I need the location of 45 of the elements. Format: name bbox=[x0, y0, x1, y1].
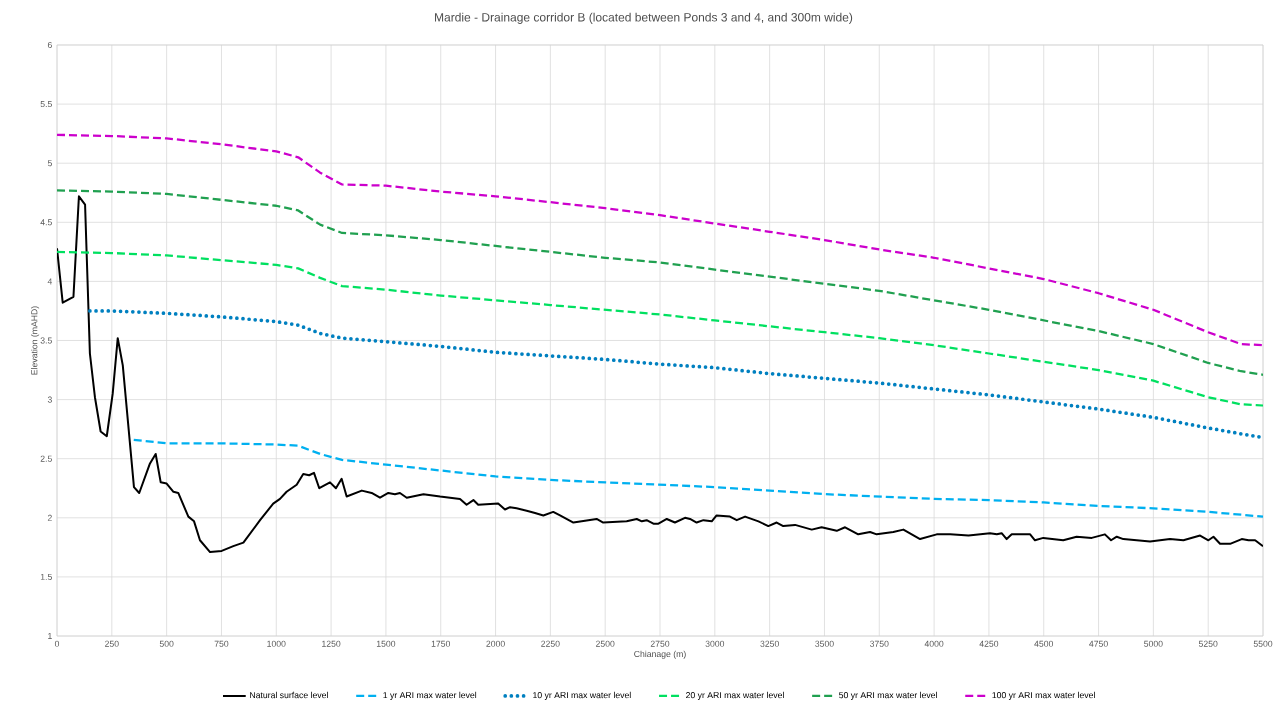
line-series bbox=[57, 195, 1264, 554]
x-tick-label: 4000 bbox=[924, 640, 944, 647]
y-axis-title: Elevation (mAHD) bbox=[31, 306, 40, 375]
y-tick-label: 1 bbox=[48, 633, 52, 639]
legend-label: 1 yr ARI max water level bbox=[383, 691, 477, 700]
x-tick-label: 4250 bbox=[979, 640, 999, 647]
legend-label: 100 yr ARI max water level bbox=[992, 691, 1095, 700]
legend-label: 20 yr ARI max water level bbox=[686, 691, 784, 700]
x-tick-label: 2250 bbox=[541, 640, 560, 647]
x-tick-label: 3250 bbox=[760, 640, 779, 647]
x-tick-label: 0 bbox=[54, 640, 60, 647]
x-tick-label: 2750 bbox=[650, 640, 670, 647]
y-tick-label: 4.5 bbox=[40, 219, 52, 226]
x-tick-label: 5250 bbox=[1198, 640, 1218, 647]
y-tick-label: 3.5 bbox=[40, 337, 52, 344]
x-tick-label: 3750 bbox=[869, 640, 889, 647]
x-tick-label: 5000 bbox=[1144, 640, 1163, 647]
x-tick-label: 3500 bbox=[815, 640, 834, 647]
x-tick-label: 4500 bbox=[1034, 640, 1054, 647]
y-tick-label: 3 bbox=[47, 396, 52, 403]
x-tick-label: 1750 bbox=[431, 640, 451, 647]
x-tick-label: 1250 bbox=[322, 640, 341, 647]
line-series bbox=[88, 309, 1264, 440]
y-tick-label: 2 bbox=[47, 514, 52, 521]
y-tick-label: 1.5 bbox=[40, 573, 52, 580]
legend-label: 10 yr ARI max water level bbox=[533, 691, 631, 700]
x-tick-label: 2000 bbox=[486, 640, 505, 647]
y-tick-label: 4 bbox=[47, 278, 53, 285]
y-tick-label: 5 bbox=[47, 160, 52, 167]
x-axis-title: Chianage (m) bbox=[634, 650, 686, 659]
legend-label: 50 yr ARI max water level bbox=[839, 691, 937, 700]
x-tick-label: 4750 bbox=[1089, 640, 1108, 647]
x-tick-label: 5500 bbox=[1253, 640, 1273, 647]
x-tick-label: 250 bbox=[105, 640, 119, 647]
x-tick-label: 2500 bbox=[595, 640, 615, 647]
legend-label: Natural surface level bbox=[250, 691, 328, 699]
y-tick-label: 2.5 bbox=[40, 455, 52, 462]
x-tick-label: 500 bbox=[159, 640, 174, 647]
y-tick-label: 5.5 bbox=[40, 101, 52, 108]
x-tick-label: 1500 bbox=[376, 640, 396, 647]
x-tick-label: 750 bbox=[214, 640, 229, 647]
x-tick-label: 3000 bbox=[705, 640, 725, 647]
x-tick-label: 1000 bbox=[267, 640, 286, 647]
chart-title: Mardie - Drainage corridor B (located between Ponds 3 and 4, and 300m wide) bbox=[435, 12, 853, 24]
y-tick-label: 6 bbox=[47, 41, 52, 49]
